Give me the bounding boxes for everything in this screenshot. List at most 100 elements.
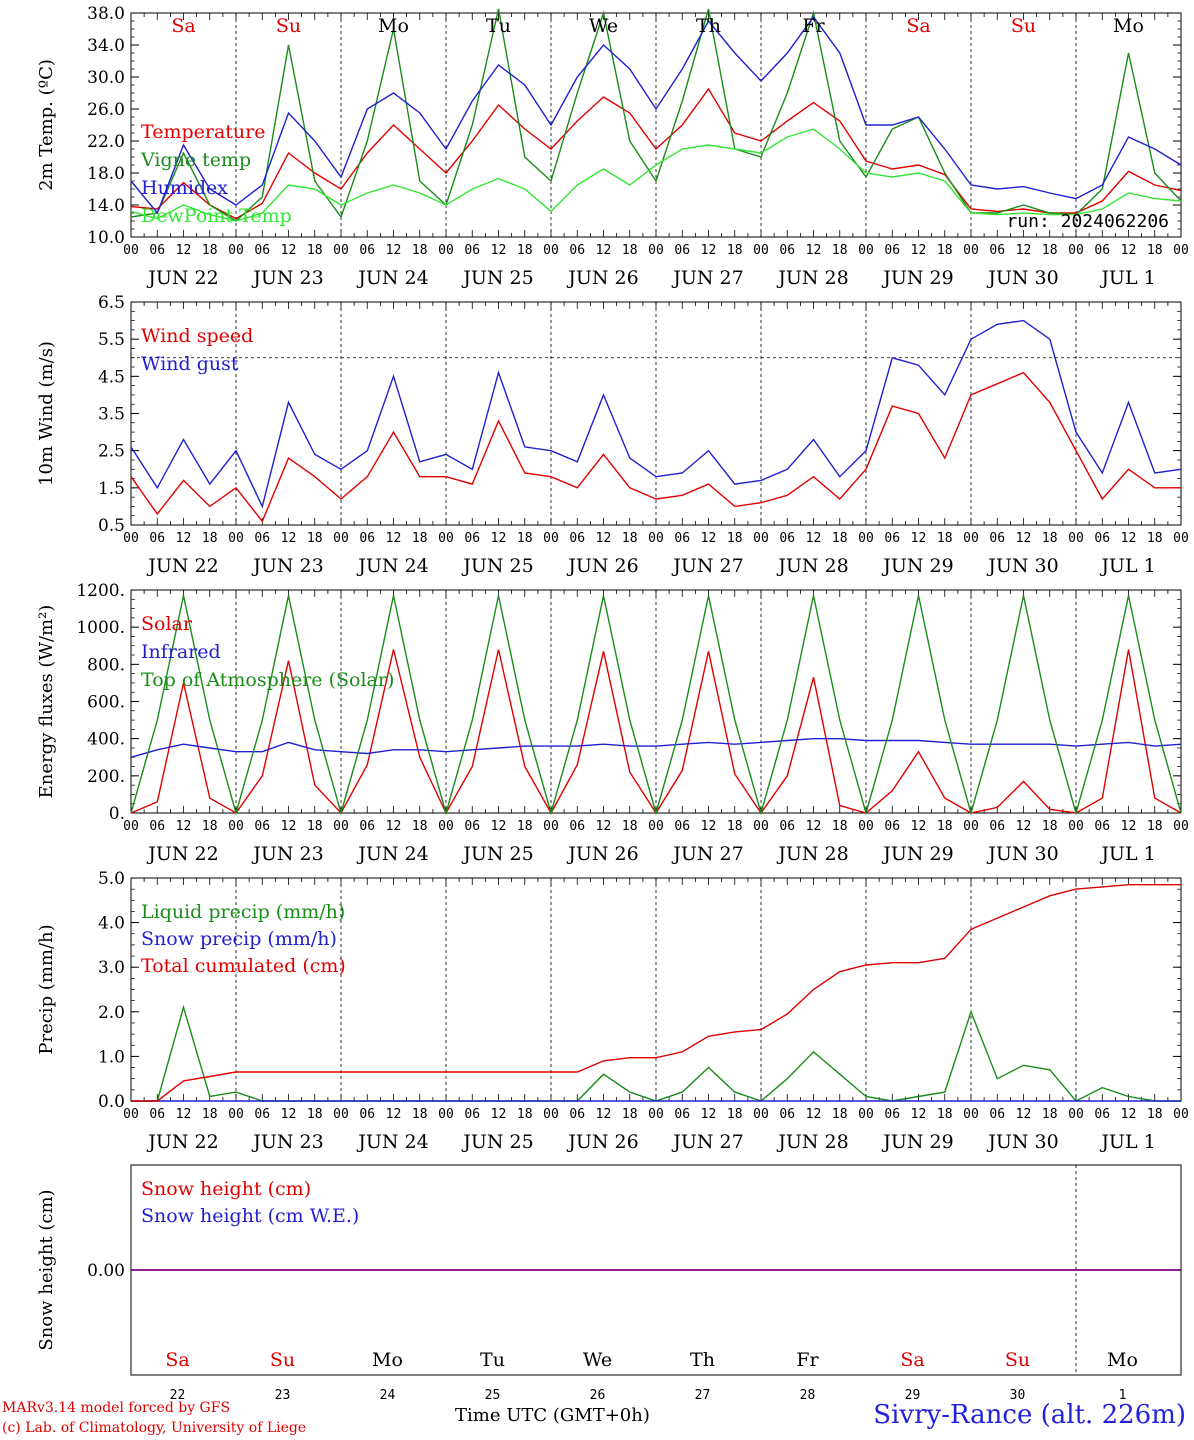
date-label: JUN 23: [251, 267, 323, 289]
date-label: JUN 23: [251, 843, 323, 865]
hour-tick-label: 18: [1042, 531, 1058, 546]
day-number-label: 30: [1010, 1388, 1026, 1403]
hour-tick-label: 18: [412, 1107, 428, 1122]
y-tick-label: 1000.: [76, 618, 125, 638]
date-label: JUN 30: [986, 267, 1058, 289]
hour-tick-label: 00: [648, 1107, 664, 1122]
hour-tick-label: 06: [1094, 243, 1110, 258]
date-label: JUN 29: [881, 843, 953, 865]
hour-tick-label: 12: [596, 531, 612, 546]
hour-tick-label: 18: [1147, 819, 1163, 834]
hour-tick-label: 18: [727, 243, 743, 258]
day-number-label: 25: [485, 1388, 501, 1403]
legend-entry: Temperature: [141, 121, 265, 143]
date-label: JUN 28: [776, 843, 848, 865]
hour-tick-label: 00: [123, 531, 139, 546]
y-tick-label: 10.0: [87, 228, 125, 248]
legend-entry: Snow height (cm W.E.): [141, 1205, 359, 1227]
hour-tick-label: 12: [491, 243, 507, 258]
hour-tick-label: 18: [622, 531, 638, 546]
hour-tick-label: 00: [228, 1107, 244, 1122]
y-tick-label: 26.0: [87, 100, 125, 120]
hour-tick-label: 12: [701, 243, 717, 258]
hour-tick-label: 00: [123, 243, 139, 258]
date-label: JUN 23: [251, 1131, 323, 1153]
hour-tick-label: 12: [176, 1107, 192, 1122]
location-label: Sivry-Rance (alt. 226m): [873, 1400, 1186, 1430]
hour-tick-label: 06: [569, 819, 585, 834]
y-tick-label: 600.: [87, 693, 125, 713]
hour-tick-label: 18: [937, 819, 953, 834]
date-label: JUN 24: [356, 555, 428, 577]
date-label: JUN 29: [881, 267, 953, 289]
date-label: JUN 25: [461, 555, 533, 577]
series-line-3: [130, 595, 1182, 816]
hour-tick-label: 12: [596, 243, 612, 258]
y-tick-label: 22.0: [87, 132, 125, 152]
weekday-label: Sa: [900, 1349, 924, 1371]
hour-tick-label: 00: [228, 531, 244, 546]
hour-tick-label: 12: [911, 243, 927, 258]
weekday-label: Su: [270, 1349, 295, 1371]
hour-tick-label: 00: [1173, 819, 1189, 834]
hour-tick-label: 00: [438, 243, 454, 258]
legend-entry: Infrared: [141, 641, 221, 663]
date-label: JUL 1: [1099, 555, 1155, 577]
date-label: JUN 23: [251, 555, 323, 577]
hour-tick-label: 12: [1121, 1107, 1137, 1122]
hour-tick-label: 18: [832, 531, 848, 546]
panel-frame: [130, 589, 1182, 814]
hour-tick-label: 00: [123, 819, 139, 834]
hour-tick-label: 12: [806, 1107, 822, 1122]
y-axis-label: 10m Wind (m/s): [36, 341, 57, 486]
day-number-label: 27: [695, 1388, 711, 1403]
hour-tick-label: 12: [1016, 819, 1032, 834]
model-credit: MARv3.14 model forced by GFS: [2, 1400, 231, 1416]
panel-wind: 0.5 1.5 2.5 3.5 4.5 5.5 6.5 10m Wind (m/s) Wind …: [36, 293, 1189, 577]
hour-tick-label: 00: [858, 819, 874, 834]
date-label: JUN 28: [776, 1131, 848, 1153]
weekday-label: Tu: [486, 15, 511, 37]
hour-tick-label: 06: [569, 1107, 585, 1122]
hour-tick-label: 00: [543, 243, 559, 258]
hour-tick-label: 12: [806, 819, 822, 834]
hour-tick-label: 00: [963, 1107, 979, 1122]
hour-tick-label: 12: [1121, 531, 1137, 546]
legend-entry: Snow precip (mm/h): [141, 928, 337, 950]
weekday-label: Sa: [165, 1349, 189, 1371]
weekday-label: Th: [690, 1349, 715, 1371]
hour-tick-label: 06: [884, 819, 900, 834]
hour-tick-label: 00: [1068, 243, 1084, 258]
hour-tick-label: 12: [911, 1107, 927, 1122]
y-tick-label: 4.5: [98, 367, 125, 387]
hour-tick-label: 18: [1042, 819, 1058, 834]
date-label: JUN 26: [566, 267, 638, 289]
hour-tick-label: 00: [1173, 531, 1189, 546]
hour-tick-label: 18: [412, 531, 428, 546]
date-label: JUN 30: [986, 1131, 1058, 1153]
day-number-label: 26: [590, 1388, 606, 1403]
date-label: JUN 30: [986, 555, 1058, 577]
hour-tick-label: 00: [333, 531, 349, 546]
hour-tick-label: 06: [674, 243, 690, 258]
date-label: JUN 22: [146, 843, 218, 865]
y-axis-label: Precip (mm/h): [36, 924, 57, 1054]
y-tick-label: 30.0: [87, 68, 125, 88]
hour-tick-label: 12: [281, 1107, 297, 1122]
time-axis-label: Time UTC (GMT+0h): [455, 1405, 650, 1426]
panel-precip: 0.0 1.0 2.0 3.0 4.0 5.0 Precip (mm/h) Liquid pr…: [36, 869, 1189, 1153]
hour-tick-label: 18: [1042, 243, 1058, 258]
hour-tick-label: 06: [149, 243, 165, 258]
hour-tick-label: 06: [674, 531, 690, 546]
hour-tick-label: 18: [202, 243, 218, 258]
hour-tick-label: 06: [254, 1107, 270, 1122]
hour-tick-label: 18: [622, 1107, 638, 1122]
y-tick-label: 1200.: [76, 581, 125, 601]
hour-tick-label: 06: [464, 819, 480, 834]
hour-tick-label: 12: [491, 1107, 507, 1122]
y-tick-label: 6.5: [98, 293, 125, 313]
hour-tick-label: 06: [464, 1107, 480, 1122]
hour-tick-label: 06: [464, 531, 480, 546]
hour-tick-label: 00: [333, 1107, 349, 1122]
